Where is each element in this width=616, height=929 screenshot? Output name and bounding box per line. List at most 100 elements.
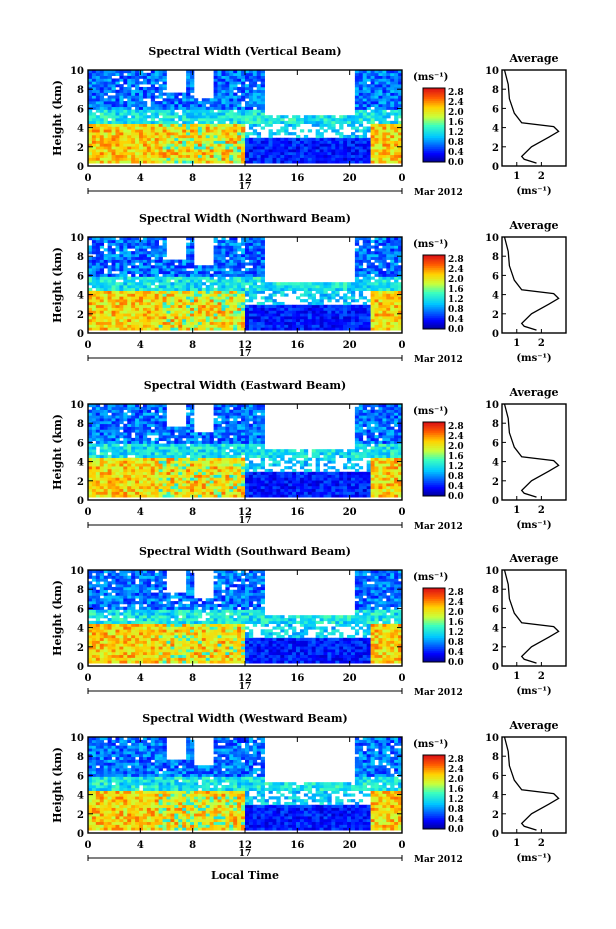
heatmap-cell bbox=[142, 92, 148, 96]
heatmap-cell bbox=[111, 423, 116, 427]
heatmap-cell bbox=[115, 101, 120, 105]
heatmap-cell bbox=[217, 132, 222, 136]
heatmap-cell bbox=[252, 324, 258, 328]
heatmap-cell bbox=[217, 279, 222, 283]
heatmap-cell bbox=[370, 103, 375, 108]
heatmap-cell bbox=[150, 282, 156, 286]
heatmap-cell bbox=[205, 118, 211, 122]
heatmap-cell bbox=[131, 471, 136, 475]
heatmap-cell bbox=[209, 137, 214, 141]
heatmap-cell bbox=[237, 316, 242, 320]
heatmap-cell bbox=[252, 151, 258, 156]
heatmap-title: Spectral Width (Eastward Beam) bbox=[144, 379, 346, 392]
heatmap-cell bbox=[139, 423, 144, 427]
heatmap-cell bbox=[343, 134, 348, 139]
heatmap-cell bbox=[245, 115, 250, 119]
heatmap-cell bbox=[366, 282, 371, 286]
heatmap-cell bbox=[115, 98, 120, 102]
heatmap-cell bbox=[197, 276, 203, 280]
heatmap-cell bbox=[170, 426, 175, 430]
heatmap-cell bbox=[358, 129, 364, 133]
heatmap-cell bbox=[115, 483, 120, 487]
heatmap-cell bbox=[154, 471, 159, 475]
heatmap-cell bbox=[398, 282, 403, 286]
heatmap-cell bbox=[178, 276, 183, 280]
heatmap-cell bbox=[111, 106, 116, 110]
heatmap-cell bbox=[131, 446, 136, 450]
heatmap-cell bbox=[248, 293, 254, 297]
heatmap-cell bbox=[190, 287, 195, 291]
heatmap-cell bbox=[311, 115, 316, 119]
heatmap-cell bbox=[370, 253, 375, 258]
heatmap-cell bbox=[233, 296, 238, 300]
heatmap-cell bbox=[213, 95, 218, 99]
heatmap-cell bbox=[390, 276, 395, 280]
heatmap-cell bbox=[131, 321, 136, 325]
heatmap-cell bbox=[213, 251, 218, 255]
heatmap-cell bbox=[209, 109, 214, 113]
heatmap-cell bbox=[370, 86, 375, 91]
heatmap-cell bbox=[264, 151, 269, 156]
heatmap-cell bbox=[88, 118, 93, 122]
heatmap-cell bbox=[162, 327, 167, 331]
heatmap-cell bbox=[358, 160, 364, 164]
heatmap-cell bbox=[197, 137, 203, 141]
heatmap-cell bbox=[146, 415, 152, 419]
heatmap-cell bbox=[213, 75, 218, 79]
heatmap-cell bbox=[229, 149, 234, 153]
heatmap-cell bbox=[146, 307, 152, 311]
heatmap-cell bbox=[248, 118, 254, 122]
heatmap-cell bbox=[131, 443, 136, 447]
heatmap-cell bbox=[88, 463, 93, 467]
heatmap-cell bbox=[229, 137, 234, 141]
heatmap-cell bbox=[370, 285, 375, 289]
heatmap-cell bbox=[91, 273, 97, 277]
heatmap-cell bbox=[378, 157, 383, 161]
heatmap-cell bbox=[182, 103, 187, 108]
heatmap-cell bbox=[378, 129, 383, 133]
heatmap-title: Spectral Width (Vertical Beam) bbox=[148, 45, 341, 58]
heatmap-cell bbox=[95, 72, 101, 76]
heatmap-cell bbox=[229, 299, 234, 303]
heatmap-cell bbox=[276, 285, 281, 289]
heatmap-cell bbox=[221, 106, 226, 110]
heatmap-cell bbox=[139, 157, 144, 161]
heatmap-cell bbox=[166, 120, 171, 124]
heatmap-cell bbox=[335, 299, 340, 303]
heatmap-cell bbox=[288, 310, 293, 314]
heatmap-cell bbox=[374, 299, 379, 303]
heatmap-cell bbox=[103, 429, 108, 433]
heatmap-cell bbox=[252, 256, 258, 260]
heatmap-cell bbox=[358, 313, 364, 317]
heatmap-cell bbox=[174, 98, 179, 102]
heatmap-cell bbox=[154, 454, 159, 458]
heatmap-cell bbox=[327, 307, 332, 311]
heatmap-cell bbox=[374, 109, 379, 113]
heatmap-cell bbox=[350, 282, 356, 286]
heatmap-cell bbox=[225, 123, 230, 127]
heatmap-cell bbox=[95, 154, 101, 158]
heatmap-cell bbox=[245, 279, 250, 283]
heatmap-cell bbox=[248, 149, 254, 153]
heatmap-cell bbox=[268, 143, 273, 147]
heatmap-cell bbox=[142, 285, 148, 289]
heatmap-cell bbox=[95, 86, 101, 91]
heatmap-cell bbox=[91, 129, 97, 133]
heatmap-cell bbox=[237, 318, 242, 323]
heatmap-cell bbox=[131, 316, 136, 320]
heatmap-cell bbox=[217, 256, 222, 260]
heatmap-cell bbox=[311, 123, 316, 127]
heatmap-cell bbox=[370, 154, 375, 158]
heatmap-cell bbox=[190, 149, 195, 153]
heatmap-cell bbox=[115, 81, 120, 85]
heatmap-cell bbox=[123, 418, 128, 422]
heatmap-cell bbox=[323, 129, 328, 133]
heatmap-cell bbox=[362, 72, 368, 76]
heatmap-cell bbox=[123, 296, 128, 300]
heatmap-cell bbox=[299, 307, 305, 311]
heatmap-cell bbox=[354, 285, 360, 289]
heatmap-cell bbox=[252, 146, 258, 150]
heatmap-cell bbox=[327, 324, 332, 328]
heatmap-cell bbox=[288, 282, 293, 286]
heatmap-cell bbox=[123, 143, 128, 147]
